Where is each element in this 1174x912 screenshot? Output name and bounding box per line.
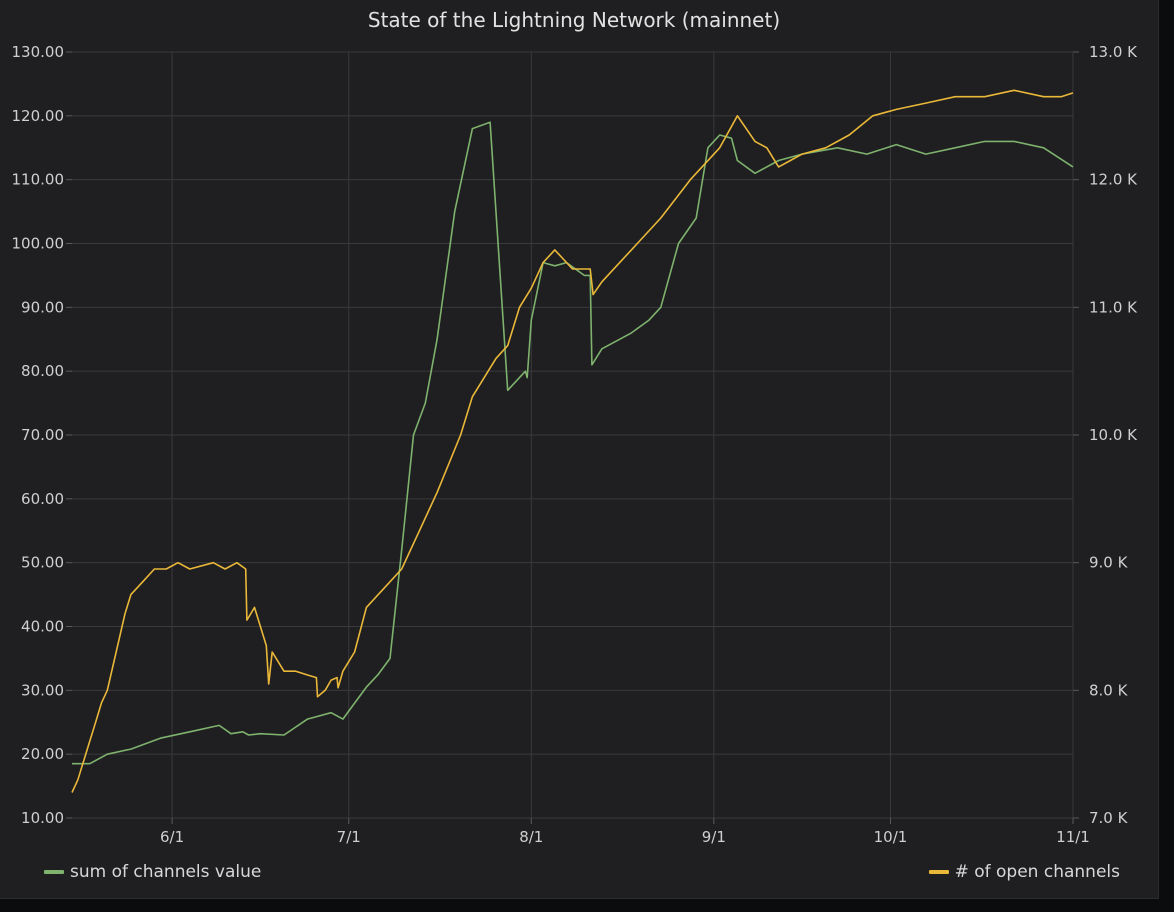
- right-axis-tick-label: 13.0 K: [1089, 43, 1138, 61]
- x-axis-tick-label: 11/1: [1056, 828, 1090, 846]
- right-axis-tick-label: 10.0 K: [1089, 426, 1138, 444]
- legend-item-sum-of-channels-value[interactable]: sum of channels value: [44, 862, 261, 882]
- x-axis-tick-label: 7/1: [337, 828, 361, 846]
- left-axis-tick-label: 50.00: [21, 554, 64, 572]
- left-axis-tick-label: 10.00: [21, 809, 64, 827]
- left-axis-tick-label: 60.00: [21, 490, 64, 508]
- chart-panel: State of the Lightning Network (mainnet)…: [0, 0, 1159, 899]
- left-axis-tick-label: 40.00: [21, 618, 64, 636]
- left-axis-tick-label: 120.00: [12, 107, 65, 125]
- left-axis-tick-label: 20.00: [21, 745, 64, 763]
- left-axis-tick-label: 70.00: [21, 426, 64, 444]
- left-axis-tick-label: 90.00: [21, 298, 64, 316]
- legend-swatch-green: [44, 870, 64, 874]
- x-axis-tick-label: 6/1: [160, 828, 184, 846]
- right-axis-tick-label: 11.0 K: [1089, 298, 1138, 316]
- chart-canvas: 130.00 120.00 110.00 100.00 90.00 80.00 70.00 6…: [12, 43, 1139, 846]
- right-axis-tick-label: 12.0 K: [1089, 171, 1138, 189]
- legend-label: sum of channels value: [70, 862, 262, 882]
- right-axis-tick-label: 9.0 K: [1089, 554, 1129, 572]
- chart-title: State of the Lightning Network (mainnet): [367, 8, 781, 32]
- x-axis-tick-label: 9/1: [702, 828, 726, 846]
- series-line-open-channels: [71, 89, 1074, 793]
- left-axis-tick-label: 80.00: [21, 362, 64, 380]
- right-axis-tick-label: 8.0 K: [1089, 681, 1129, 699]
- legend-item-open-channels[interactable]: # of open channels: [928, 862, 1120, 882]
- x-axis-tick-label: 10/1: [874, 828, 908, 846]
- legend-swatch-yellow: [928, 870, 949, 874]
- left-axis-tick-label: 30.00: [21, 681, 64, 699]
- legend-label: # of open channels: [954, 862, 1120, 882]
- left-axis-tick-label: 130.00: [12, 43, 65, 61]
- x-axis-tick-label: 8/1: [519, 828, 543, 846]
- right-axis-tick-label: 7.0 K: [1089, 809, 1129, 827]
- left-axis-tick-label: 110.00: [12, 171, 65, 189]
- left-axis-tick-label: 100.00: [12, 235, 65, 253]
- series-line-sum-of-channels-value: [72, 121, 1074, 765]
